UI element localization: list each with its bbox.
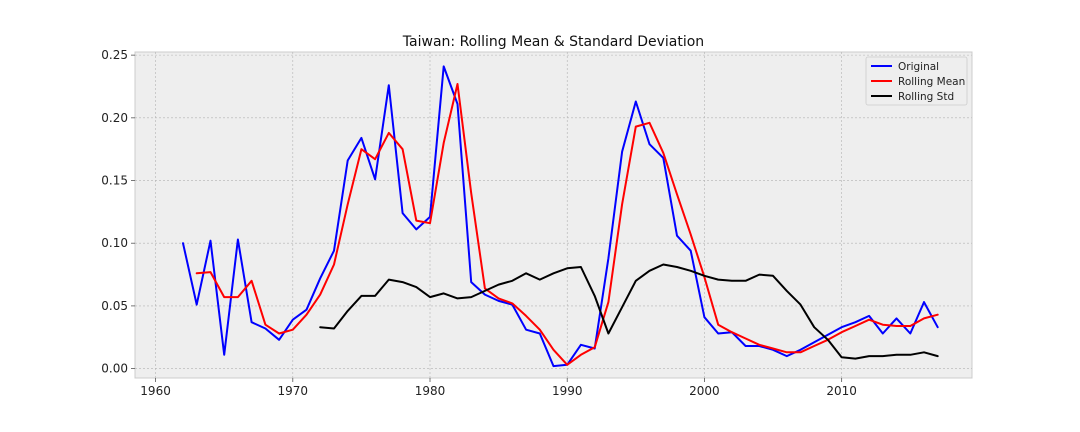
series-line-rolling-std: [319, 263, 939, 360]
plot-area: [134, 51, 973, 379]
x-tick-label: 1970: [278, 384, 309, 398]
y-tick-label: 0.20: [101, 111, 128, 125]
y-tick-label: 0.25: [101, 48, 128, 62]
y-tick-label: 0.05: [101, 299, 128, 313]
legend: Original Rolling Mean Rolling Std: [865, 56, 968, 106]
legend-label: Rolling Mean: [898, 76, 965, 88]
x-tick-label: 1990: [552, 384, 583, 398]
y-tick-label: 0.10: [101, 236, 128, 250]
x-tick-label: 1980: [415, 384, 446, 398]
x-axis: 1960 1970 1980 1990 2000 2010: [140, 378, 857, 398]
legend-label: Rolling Std: [898, 91, 954, 103]
x-tick-label: 2010: [826, 384, 857, 398]
series-layer: [182, 65, 939, 368]
series-line-original: [182, 65, 939, 368]
x-tick-label: 2000: [689, 384, 720, 398]
x-tick-label: 1960: [140, 384, 171, 398]
y-gridlines: [135, 54, 972, 369]
y-tick-label: 0.15: [101, 174, 128, 188]
y-tick-label: 0.00: [101, 362, 128, 376]
y-axis: 0.00 0.05 0.10 0.15 0.20 0.25: [101, 48, 135, 376]
chart-title: Taiwan: Rolling Mean & Standard Deviatio…: [402, 34, 704, 50]
legend-label: Original: [898, 61, 939, 73]
legend-box: [865, 56, 968, 106]
series-line-rolling-mean: [195, 83, 939, 366]
